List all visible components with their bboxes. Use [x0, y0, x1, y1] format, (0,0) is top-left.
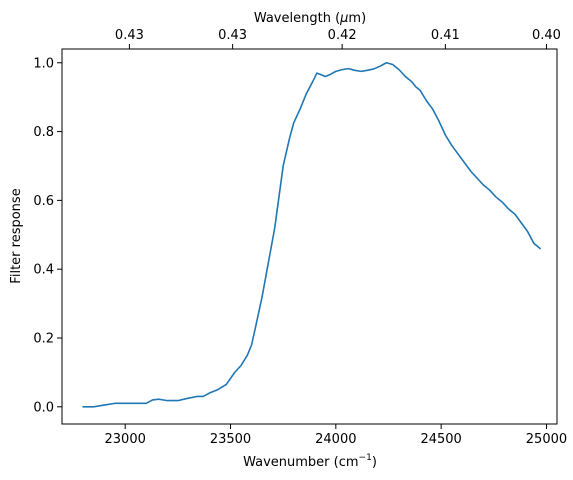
top-axis-title: Wavelength (μm) [254, 11, 366, 26]
x-tick-label: 23500 [210, 432, 251, 447]
y-axis-title: Filter response [9, 188, 24, 283]
x-tick-label: 23000 [105, 432, 146, 447]
plot-frame [61, 48, 558, 425]
bottom-x-axis: 23000 23500 24000 24500 25000 [105, 424, 567, 447]
top-x-axis: 0.43 0.43 0.42 0.41 0.40 [115, 28, 561, 49]
y-tick-label: 1.0 [33, 56, 54, 71]
y-tick-label: 0.4 [33, 263, 54, 278]
x-axis-title: Wavenumber (cm−1) [243, 453, 377, 470]
x-tick-label: 24500 [420, 432, 461, 447]
y-axis: 0.0 0.2 0.4 0.6 0.8 1.0 [33, 56, 62, 415]
y-tick-label: 0.0 [33, 400, 54, 415]
series-line [82, 61, 541, 408]
top-tick-label: 0.41 [431, 28, 460, 43]
x-tick-label: 24000 [315, 432, 356, 447]
top-tick-label: 0.43 [115, 28, 144, 43]
x-tick-label: 25000 [526, 432, 567, 447]
y-tick-label: 0.8 [33, 125, 54, 140]
top-tick-label: 0.40 [532, 28, 561, 43]
y-tick-label: 0.2 [33, 331, 54, 346]
plot-area-border [61, 48, 558, 425]
y-tick-label: 0.6 [33, 194, 54, 209]
top-tick-label: 0.42 [328, 28, 357, 43]
series-group [82, 61, 541, 408]
top-tick-label: 0.43 [218, 28, 247, 43]
